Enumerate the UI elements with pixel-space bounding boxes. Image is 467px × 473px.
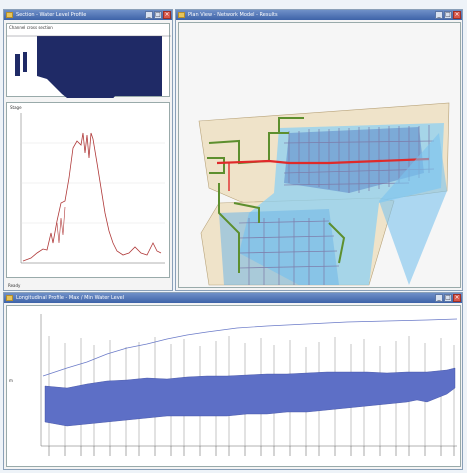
longprofile-titlebar[interactable]: Longitudinal Profile - Max / Min Water L… [4, 293, 462, 303]
water-level-band [44, 367, 456, 427]
longprofile-canvas: m [6, 305, 461, 467]
profile-window[interactable]: Section - Water Level Profile _ □ × Chan… [3, 9, 173, 291]
minimize-icon[interactable]: _ [145, 11, 153, 19]
longprofile-title: Longitudinal Profile - Max / Min Water L… [16, 295, 125, 301]
profile-title: Section - Water Level Profile [16, 12, 87, 18]
maximize-icon[interactable]: □ [154, 11, 162, 19]
max-level-line [42, 318, 458, 377]
cross-section-label: Channel cross section [9, 25, 53, 30]
app-icon [6, 295, 13, 301]
maximize-icon[interactable]: □ [444, 294, 452, 302]
profile-titlebar[interactable]: Section - Water Level Profile _ □ × [4, 10, 172, 20]
cross-section-pane: Channel cross section [6, 23, 171, 98]
close-icon[interactable]: × [453, 11, 461, 19]
stage-trace [22, 132, 162, 262]
longprofile-window[interactable]: Longitudinal Profile - Max / Min Water L… [3, 292, 463, 470]
network-map[interactable] [179, 23, 462, 289]
main-channel [216, 157, 430, 165]
map-window[interactable]: Plan View - Network Model - Results _ □ … [175, 9, 463, 291]
close-icon[interactable]: × [163, 11, 171, 19]
stage-chart-label: Stage [10, 105, 22, 110]
stage-chart [20, 113, 165, 264]
minimize-icon[interactable]: _ [435, 294, 443, 302]
longprofile-chart [40, 314, 458, 456]
app-icon [6, 12, 13, 18]
close-icon[interactable]: × [453, 294, 461, 302]
map-canvas[interactable] [178, 22, 461, 288]
maximize-icon[interactable]: □ [444, 11, 452, 19]
minimize-icon[interactable]: _ [435, 11, 443, 19]
cross-section-graphic [7, 35, 171, 98]
map-titlebar[interactable]: Plan View - Network Model - Results _ □ … [176, 10, 462, 20]
map-title: Plan View - Network Model - Results [188, 12, 278, 18]
profile-status: Ready [8, 283, 21, 288]
longprofile-ylabel: m [9, 378, 13, 383]
stage-chart-pane: Stage [6, 102, 170, 278]
app-icon [178, 12, 185, 18]
